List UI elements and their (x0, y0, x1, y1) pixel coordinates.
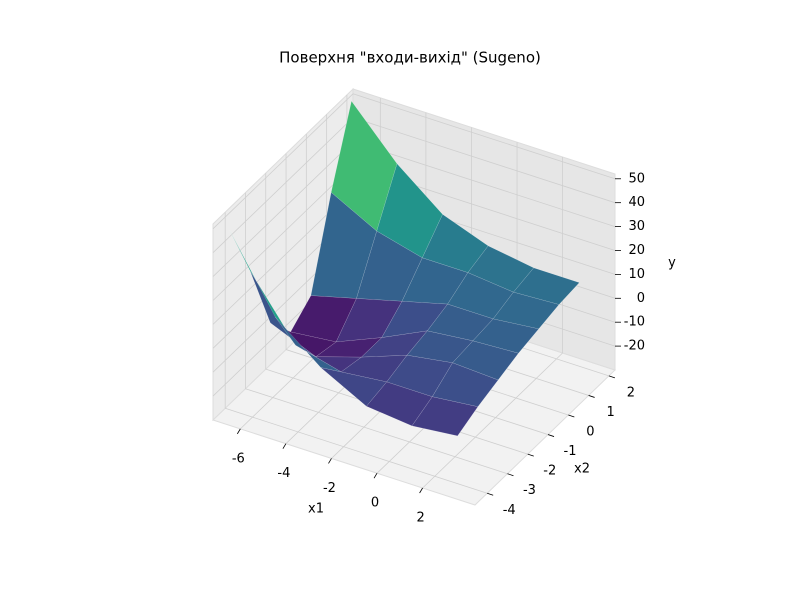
tick-mark (507, 473, 514, 477)
grid-line (352, 117, 616, 204)
surface-patch (472, 318, 540, 354)
grid-line (245, 388, 508, 475)
x-tick-label: 0 (371, 496, 379, 511)
x-tick-label: -4 (277, 466, 290, 481)
z-tick-label: 50 (628, 171, 645, 186)
grid-line (212, 165, 354, 301)
y-tick-label: -3 (523, 483, 536, 498)
grid-line (352, 141, 616, 227)
x-tick-label: -6 (232, 451, 245, 466)
z-tick-label: 0 (637, 291, 645, 306)
tick-mark (236, 428, 241, 435)
tick-mark (568, 414, 575, 418)
grid-line (212, 93, 354, 230)
tick-mark (527, 453, 534, 457)
y-tick-label: -2 (543, 464, 556, 479)
tick-mark (547, 434, 555, 437)
z-tick-label: 10 (628, 267, 645, 282)
x-tick-label: -2 (323, 481, 336, 496)
z-tick-label: 20 (628, 243, 645, 258)
grid-line (352, 93, 616, 180)
z-tick-label: -10 (624, 315, 645, 330)
z-axis-title: y (668, 256, 676, 271)
grid-line (212, 117, 354, 253)
surface-patch (452, 340, 519, 381)
y-axis-title: x2 (574, 462, 590, 477)
surface-patch (512, 267, 580, 305)
surface-patch (411, 396, 479, 437)
chart-title: Поверхня "входи-вихід" (Sugeno) (279, 49, 541, 67)
x-tick-label: 2 (416, 511, 424, 526)
x-axis-title: x1 (308, 502, 324, 517)
y-tick-label: 1 (606, 405, 614, 420)
grid-line (422, 352, 563, 489)
tick-mark (328, 458, 332, 464)
tick-mark (608, 375, 616, 379)
z-tick-label: -20 (624, 339, 645, 354)
tick-mark (487, 492, 494, 496)
tick-mark (588, 395, 595, 398)
tick-mark (282, 443, 287, 449)
z-tick-label: 30 (628, 219, 645, 234)
y-tick-label: 2 (627, 385, 635, 400)
tick-mark (419, 487, 423, 494)
y-tick-label: -4 (503, 503, 516, 518)
z-tick-label: 40 (628, 195, 645, 210)
grid-line (212, 141, 354, 277)
y-tick-label: -1 (564, 444, 577, 459)
y-tick-label: 0 (586, 425, 594, 440)
surface-patch (431, 362, 499, 407)
tick-mark (373, 473, 378, 479)
grid-line (225, 407, 488, 494)
